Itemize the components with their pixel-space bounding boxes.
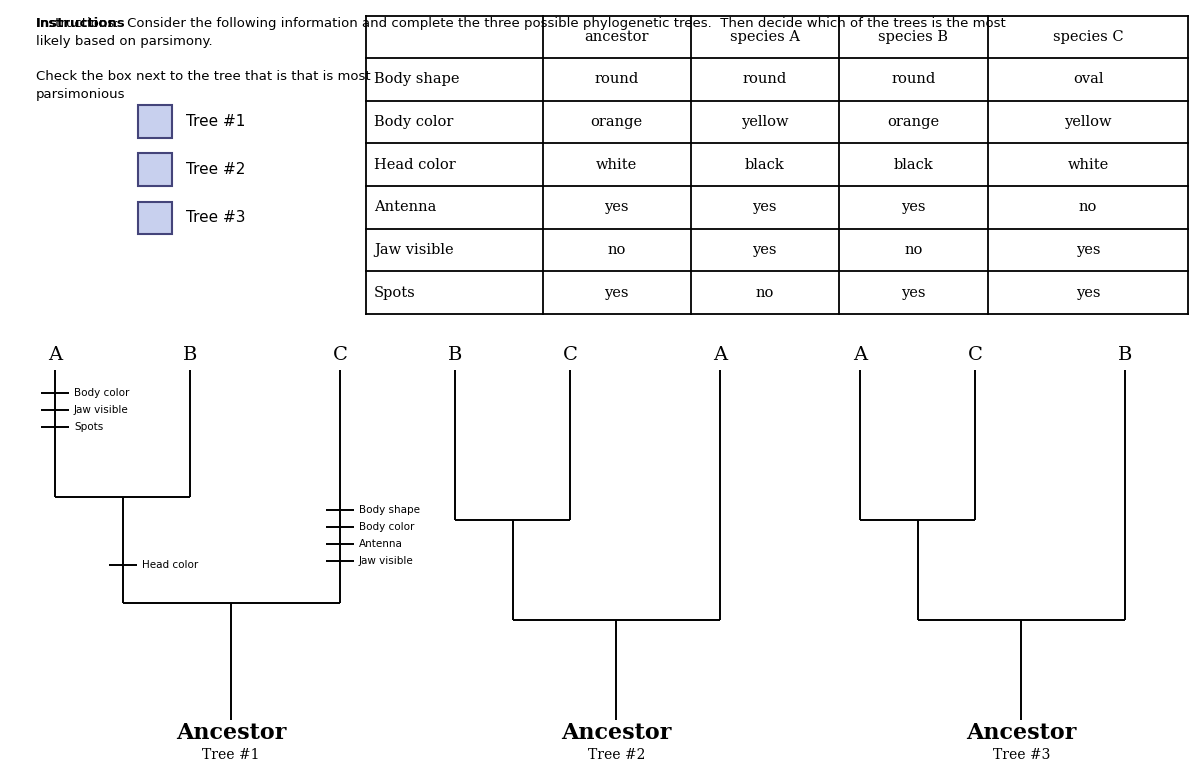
Text: orange: orange — [590, 115, 643, 129]
Text: Ancestor: Ancestor — [176, 722, 287, 744]
Text: Body shape: Body shape — [359, 505, 420, 515]
Text: A: A — [713, 346, 727, 364]
Text: Jaw visible: Jaw visible — [374, 243, 454, 257]
Text: Body color: Body color — [374, 115, 454, 129]
Text: Head color: Head color — [374, 157, 456, 172]
Text: white: white — [1068, 157, 1109, 172]
Text: Tree #1: Tree #1 — [203, 748, 260, 762]
Text: yellow: yellow — [740, 115, 788, 129]
Text: black: black — [894, 157, 934, 172]
Text: Tree #2: Tree #2 — [186, 162, 245, 177]
Text: Jaw visible: Jaw visible — [74, 405, 128, 415]
Text: no: no — [607, 243, 626, 257]
Text: Tree #3: Tree #3 — [186, 210, 246, 226]
Text: Body color: Body color — [74, 388, 130, 398]
Text: A: A — [853, 346, 868, 364]
Text: species B: species B — [878, 29, 948, 44]
Text: yes: yes — [752, 243, 776, 257]
Text: black: black — [745, 157, 785, 172]
Text: species A: species A — [730, 29, 799, 44]
Text: yes: yes — [901, 200, 925, 215]
Text: yes: yes — [605, 285, 629, 300]
Text: Antenna: Antenna — [374, 200, 437, 215]
Text: Spots: Spots — [374, 285, 416, 300]
Text: Instructions:  Consider the following information and complete the three possibl: Instructions: Consider the following inf… — [36, 17, 1006, 30]
Text: Tree #3: Tree #3 — [992, 748, 1050, 762]
Text: round: round — [743, 72, 787, 87]
Text: Check the box next to the tree that is that is most: Check the box next to the tree that is t… — [36, 70, 371, 83]
Text: Tree #1: Tree #1 — [186, 114, 245, 129]
Text: no: no — [905, 243, 923, 257]
Text: Jaw visible: Jaw visible — [359, 556, 414, 567]
Text: no: no — [756, 285, 774, 300]
Text: Spots: Spots — [74, 422, 103, 432]
Text: B: B — [1118, 346, 1132, 364]
Text: yes: yes — [1076, 243, 1100, 257]
Text: C: C — [967, 346, 983, 364]
Text: C: C — [332, 346, 348, 364]
Text: yes: yes — [901, 285, 925, 300]
Text: C: C — [563, 346, 577, 364]
Text: Head color: Head color — [142, 560, 198, 570]
Text: B: B — [182, 346, 197, 364]
Text: species C: species C — [1052, 29, 1123, 44]
Text: round: round — [892, 72, 936, 87]
Text: Ancestor: Ancestor — [562, 722, 672, 744]
Text: yellow: yellow — [1064, 115, 1112, 129]
Text: no: no — [1079, 200, 1097, 215]
Text: likely based on parsimony.: likely based on parsimony. — [36, 35, 212, 48]
Text: Body shape: Body shape — [374, 72, 460, 87]
Text: round: round — [594, 72, 638, 87]
Text: Instructions: Instructions — [36, 17, 126, 30]
Text: parsimonious: parsimonious — [36, 88, 126, 101]
Text: Body color: Body color — [359, 522, 414, 532]
Text: white: white — [596, 157, 637, 172]
Text: B: B — [448, 346, 462, 364]
Text: Tree #2: Tree #2 — [588, 748, 644, 762]
Text: yes: yes — [1076, 285, 1100, 300]
Text: Ancestor: Ancestor — [966, 722, 1076, 744]
Text: oval: oval — [1073, 72, 1103, 87]
Text: yes: yes — [605, 200, 629, 215]
Text: orange: orange — [887, 115, 940, 129]
Text: yes: yes — [752, 200, 776, 215]
Text: ancestor: ancestor — [584, 29, 649, 44]
Text: Antenna: Antenna — [359, 539, 403, 549]
Text: A: A — [48, 346, 62, 364]
